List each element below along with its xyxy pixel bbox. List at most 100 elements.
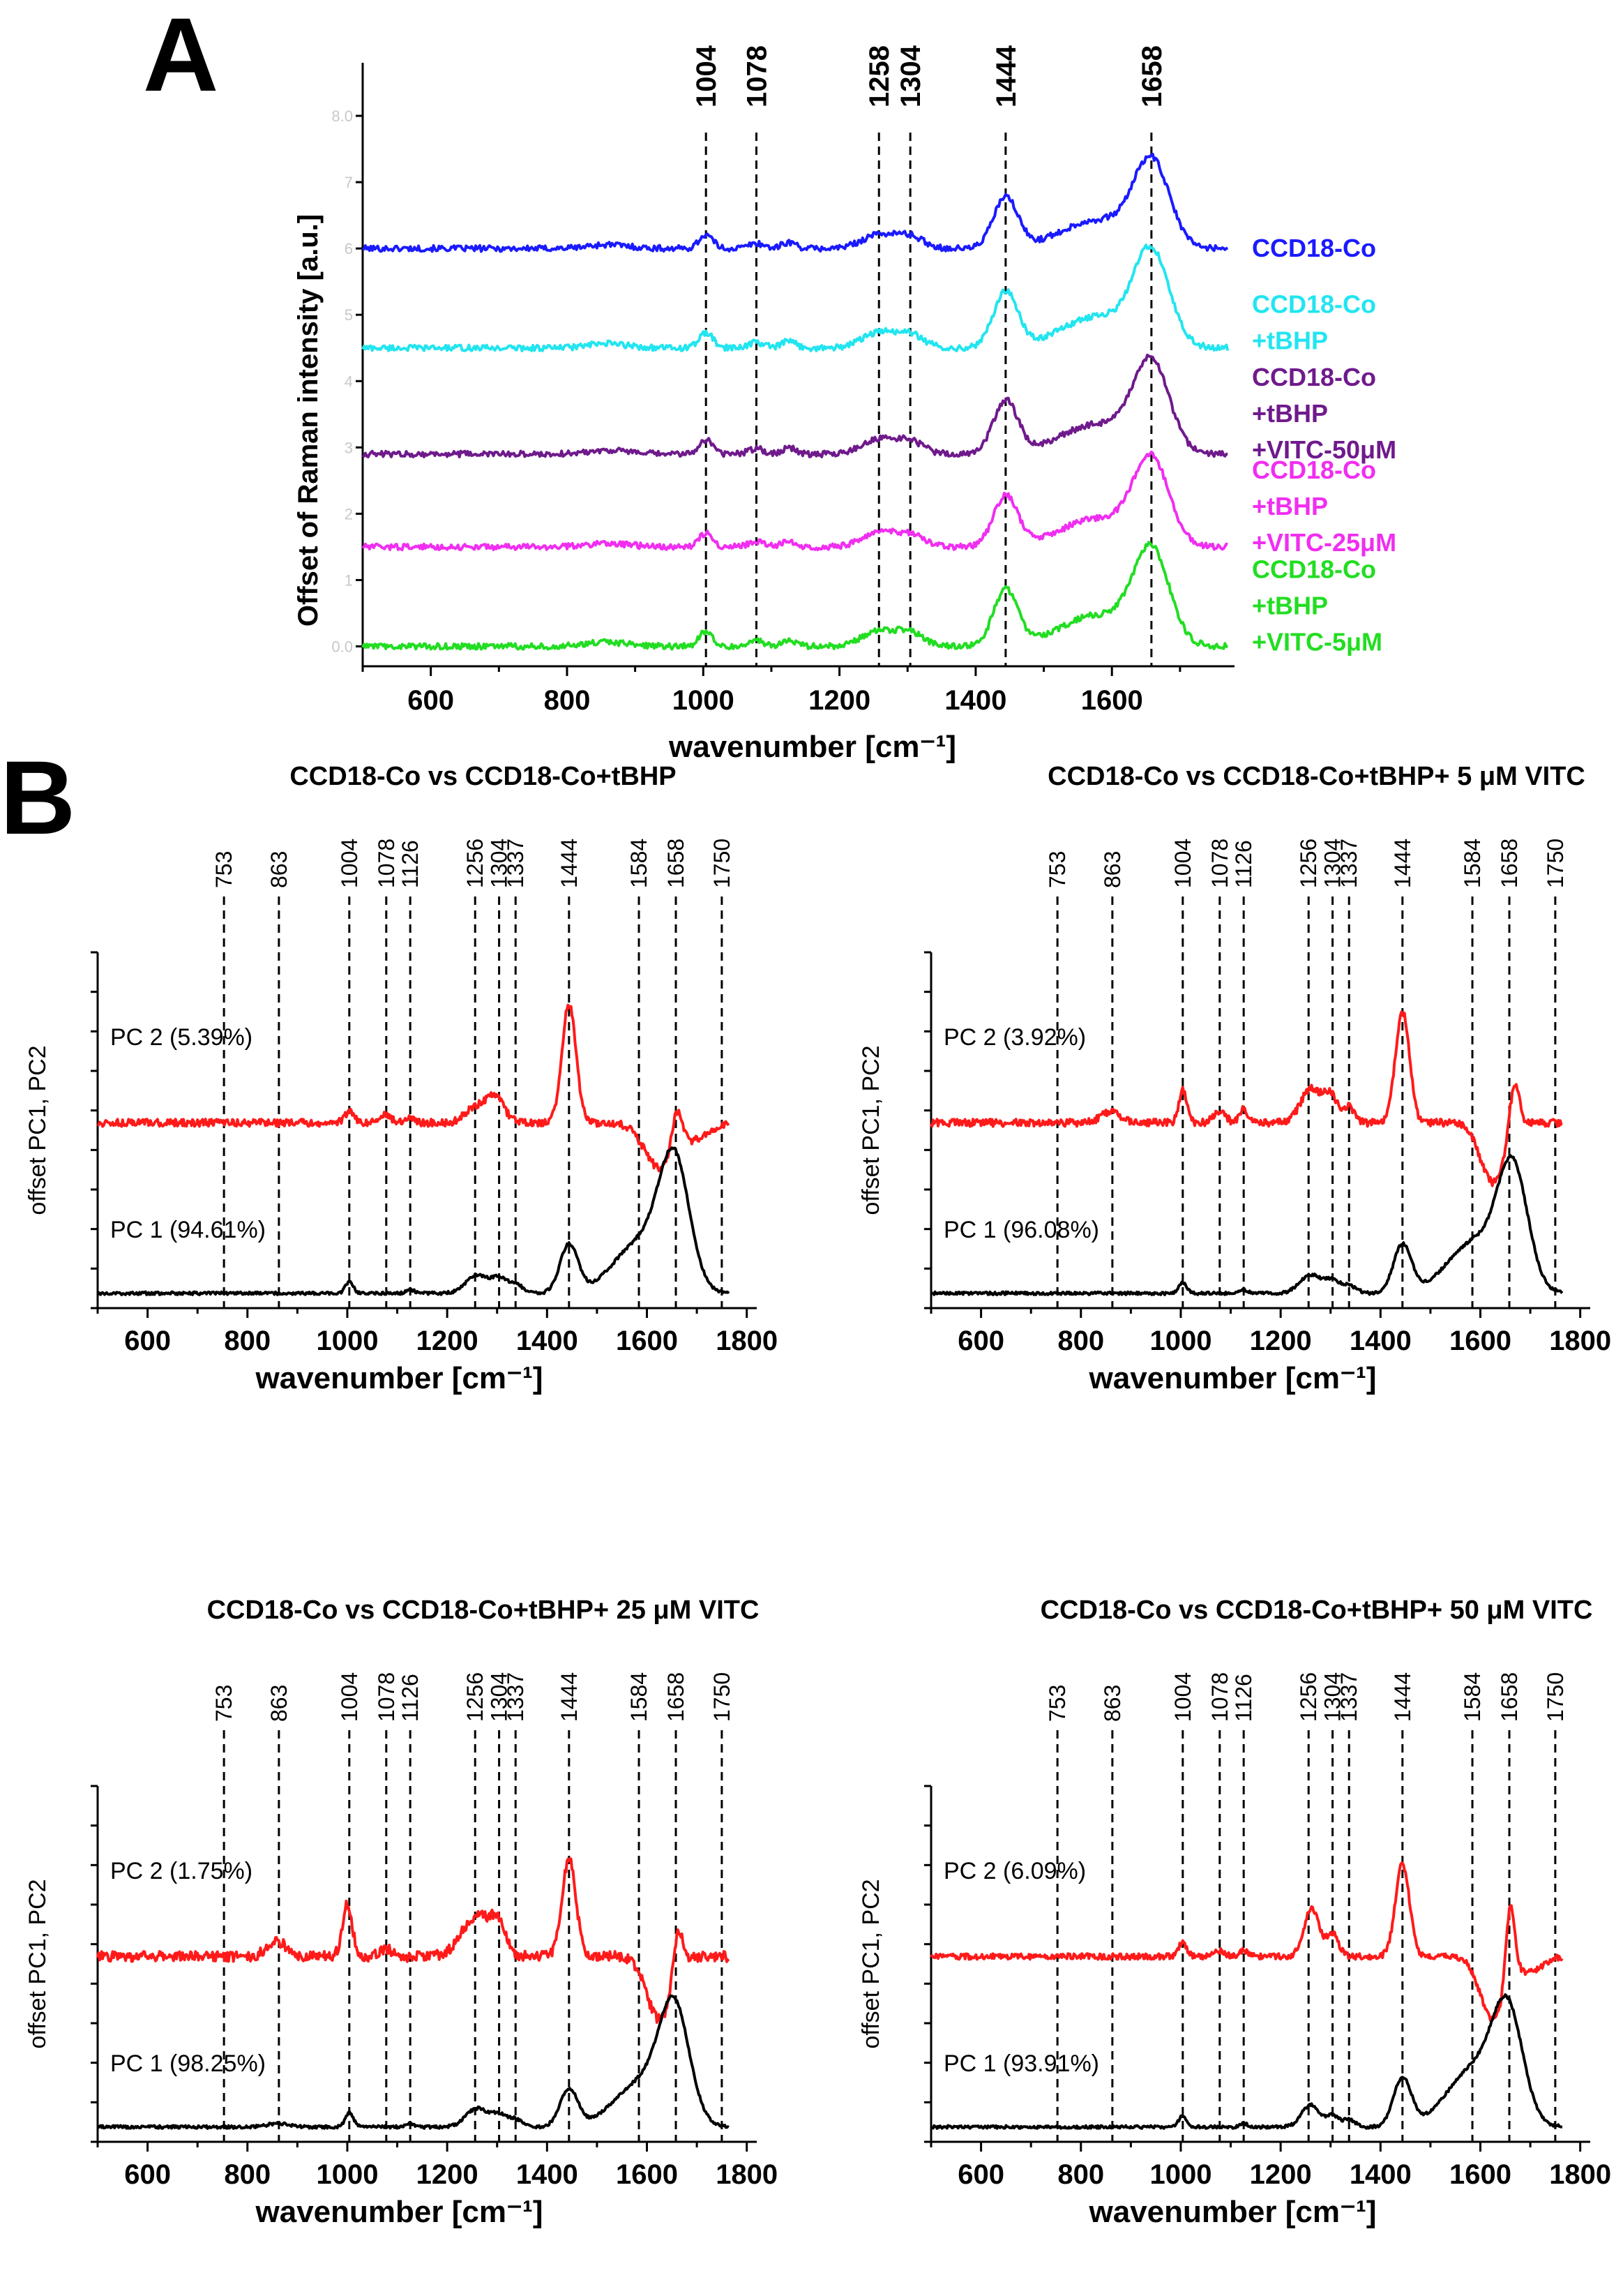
series-label: PC 2 (5.39%) <box>110 1024 252 1051</box>
peak-label: 1078 <box>741 45 772 107</box>
x-tick-label: 1800 <box>716 2159 778 2190</box>
subplot-title: CCD18-Co vs CCD18-Co+tBHP+ 25 μM VITC <box>207 1596 760 1625</box>
peak-label: 1078 <box>374 1672 399 1722</box>
peak-label: 1750 <box>709 1672 734 1722</box>
peak-label: 1750 <box>709 839 734 888</box>
x-tick-label: 1200 <box>1250 2159 1312 2190</box>
x-tick-label: 1000 <box>316 2159 378 2190</box>
y-tick-label: 4 <box>345 373 353 390</box>
x-tick-label: 1200 <box>808 685 870 716</box>
x-tick-label: 1200 <box>1250 1326 1312 1356</box>
peak-label: 1337 <box>503 1672 528 1722</box>
peak-label: 1256 <box>1296 839 1321 888</box>
peak-label: 1304 <box>896 45 926 107</box>
legend-entry: +VITC-5μM <box>1252 627 1382 656</box>
peak-label: 1658 <box>1137 45 1168 107</box>
x-tick-label: 800 <box>1057 2159 1104 2190</box>
axis-frame <box>96 952 757 1310</box>
series-line <box>361 153 1229 253</box>
axis-frame <box>930 952 1590 1310</box>
series-label: PC 1 (96.08%) <box>944 1217 1099 1243</box>
peak-label: 1584 <box>1460 1672 1485 1722</box>
peak-label: 1004 <box>691 45 722 107</box>
peak-label: 1584 <box>626 1672 651 1722</box>
peak-label: 1444 <box>557 839 582 888</box>
series-line <box>930 1154 1564 1296</box>
series-line <box>96 1146 730 1296</box>
series-label: PC 2 (6.09%) <box>944 1858 1086 1884</box>
peak-label: 1256 <box>462 839 488 888</box>
y-axis-label: offset PC1, PC2 <box>858 1045 884 1215</box>
peak-label: 1337 <box>1336 839 1361 888</box>
peak-label: 1078 <box>1207 1672 1232 1722</box>
x-tick-label: 1600 <box>1449 2159 1511 2190</box>
legend-entry: CCD18-Co <box>1252 234 1376 262</box>
series-line <box>96 1003 730 1173</box>
x-tick-label: 1400 <box>1350 1326 1412 1356</box>
series-label: PC 1 (93.91%) <box>944 2050 1099 2077</box>
peak-label: 1584 <box>626 839 651 888</box>
peak-label: 1750 <box>1543 839 1568 888</box>
peak-label: 1258 <box>864 45 895 107</box>
x-tick-label: 1400 <box>516 2159 578 2190</box>
y-tick-label: 2 <box>345 505 353 523</box>
peak-label: 1004 <box>337 1672 362 1722</box>
axis-frame <box>930 1786 1590 2143</box>
series-line <box>361 243 1230 352</box>
peak-label: 1078 <box>374 839 399 888</box>
panel-b1-chart: CCD18-Co vs CCD18-Co+tBHP 600 800 1000 1200 1… <box>24 762 778 1395</box>
peak-label: 863 <box>1100 1685 1125 1722</box>
peak-label: 1444 <box>1390 1672 1415 1722</box>
series-line <box>361 541 1228 651</box>
peak-label: 1444 <box>991 45 1022 107</box>
peak-label: 753 <box>1045 851 1070 888</box>
peak-label: 1750 <box>1543 1672 1568 1722</box>
panel-a-chart: 0.0 1 2 3 4 5 6 7 8.0 600 800 1000 1200 1400 1600 waven… <box>293 45 1396 764</box>
x-tick-label: 1000 <box>672 685 734 716</box>
y-tick-label: 5 <box>345 306 353 324</box>
peak-label: 1304 <box>487 839 512 888</box>
peak-label: 1337 <box>503 839 528 888</box>
peak-label: 1658 <box>1497 1672 1522 1722</box>
peak-label: 1304 <box>487 1672 512 1722</box>
x-tick-label: 800 <box>1057 1326 1104 1356</box>
subplot-title: CCD18-Co vs CCD18-Co+tBHP+ 50 μM VITC <box>1041 1596 1593 1625</box>
peak-label: 1304 <box>1320 1672 1345 1722</box>
legend-entry: CCD18-Co <box>1252 456 1376 484</box>
y-axis-label: offset PC1, PC2 <box>24 1045 51 1215</box>
peak-label: 1126 <box>398 1674 423 1722</box>
peak-label: 753 <box>1045 1685 1070 1722</box>
series-line <box>930 1010 1563 1187</box>
x-tick-label: 1600 <box>616 2159 678 2190</box>
x-tick-label: 1600 <box>616 1326 678 1356</box>
peak-label: 863 <box>266 851 292 888</box>
peak-label: 1444 <box>1390 839 1415 888</box>
x-tick-label: 1200 <box>416 2159 478 2190</box>
subplot-title: CCD18-Co vs CCD18-Co+tBHP+ 5 μM VITC <box>1048 762 1585 791</box>
x-tick-label: 600 <box>124 1326 171 1356</box>
peak-label: 1304 <box>1320 839 1345 888</box>
x-tick-label: 1400 <box>944 685 1006 716</box>
legend-entry: CCD18-Co <box>1252 290 1376 319</box>
legend-entry: CCD18-Co <box>1252 363 1376 391</box>
peak-label: 753 <box>211 851 236 888</box>
series-label: PC 2 (3.92%) <box>944 1024 1086 1051</box>
x-tick-label: 1800 <box>1549 1326 1611 1356</box>
peak-label: 1126 <box>1231 1674 1256 1722</box>
series-line <box>361 353 1228 458</box>
panel-a-letter: A <box>143 0 218 113</box>
peak-label: 863 <box>1100 851 1125 888</box>
x-tick-label: 600 <box>958 1326 1004 1356</box>
legend-entry: CCD18-Co <box>1252 555 1376 583</box>
peak-label: 753 <box>211 1685 236 1722</box>
axis-frame <box>361 63 1235 668</box>
y-axis-label: Offset of Raman intensity [a.u.] <box>293 214 324 626</box>
peak-label: 1126 <box>1231 840 1256 888</box>
y-tick-label: 3 <box>345 439 353 456</box>
series-line <box>930 1993 1563 2130</box>
peak-label: 1004 <box>337 839 362 888</box>
peak-label: 1658 <box>1497 839 1522 888</box>
x-tick-label: 1800 <box>1549 2159 1611 2190</box>
peak-label: 1126 <box>398 840 423 888</box>
series-label: PC 1 (98.25%) <box>110 2050 266 2077</box>
